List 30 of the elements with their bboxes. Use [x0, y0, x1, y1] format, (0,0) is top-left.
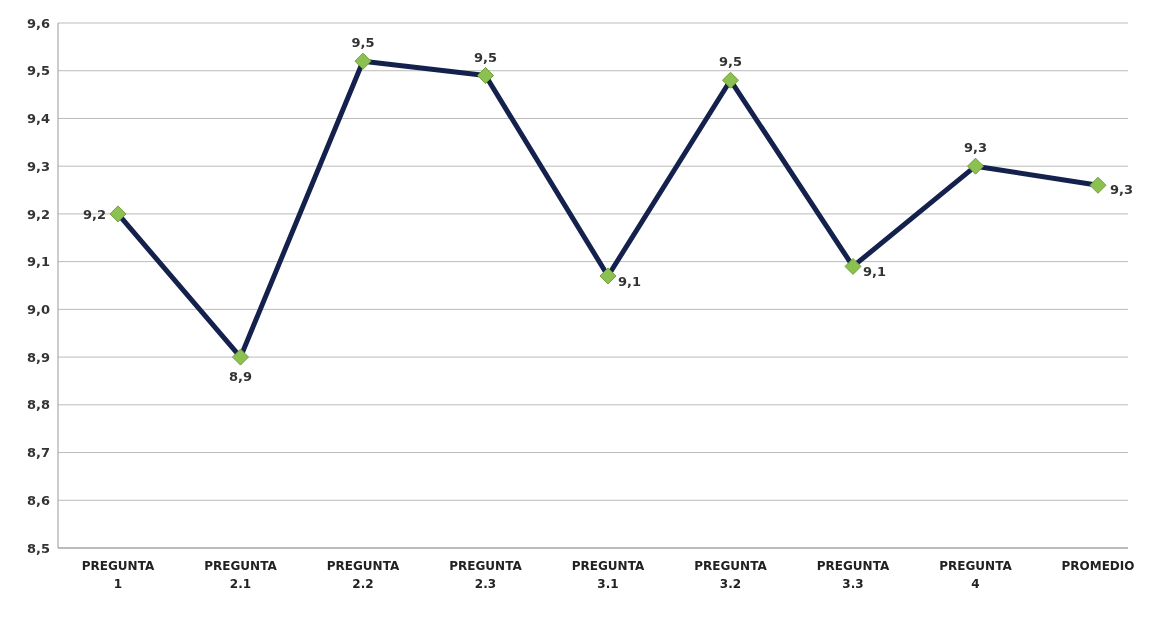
x-tick-label: PREGUNTA 3.1 — [571, 559, 645, 591]
data-label: 8,9 — [228, 369, 253, 385]
data-label: 9,3 — [1110, 182, 1134, 198]
data-label: 9,1 — [618, 273, 642, 289]
y-tick-label: 9,0 — [26, 301, 50, 317]
data-label: 9,2 — [82, 206, 106, 222]
y-tick-label: 9,4 — [26, 111, 50, 127]
y-tick-label: 8,5 — [26, 540, 50, 556]
x-tick-label: PREGUNTA 3.3 — [816, 559, 890, 591]
x-tick-label: PREGUNTA 1 — [81, 559, 155, 591]
y-tick-label: 9,6 — [26, 15, 50, 31]
y-tick-label: 9,3 — [26, 158, 50, 174]
data-label: 9,5 — [351, 35, 375, 51]
x-tick-label: PREGUNTA 4 — [939, 559, 1013, 591]
x-tick-label: PREGUNTA 2.3 — [449, 559, 523, 591]
x-tick-label: PREGUNTA 2.1 — [204, 559, 278, 591]
data-label: 9,5 — [473, 49, 498, 65]
y-tick-label: 9,5 — [26, 63, 50, 79]
x-tick-label: PREGUNTA 3.2 — [694, 559, 768, 591]
y-tick-label: 8,7 — [26, 445, 50, 461]
y-tick-label: 8,9 — [26, 349, 50, 365]
data-label: 9,3 — [963, 140, 988, 156]
y-tick-label: 8,6 — [26, 492, 50, 508]
y-tick-label: 9,1 — [26, 254, 50, 270]
y-tick-label: 9,2 — [26, 206, 50, 222]
y-tick-label: 8,8 — [26, 397, 50, 413]
x-tick-label: PROMEDIO — [1061, 559, 1135, 573]
data-label: 9,5 — [718, 54, 743, 70]
data-label: 9,1 — [863, 264, 887, 280]
x-tick-label: PREGUNTA 2.2 — [326, 559, 400, 591]
